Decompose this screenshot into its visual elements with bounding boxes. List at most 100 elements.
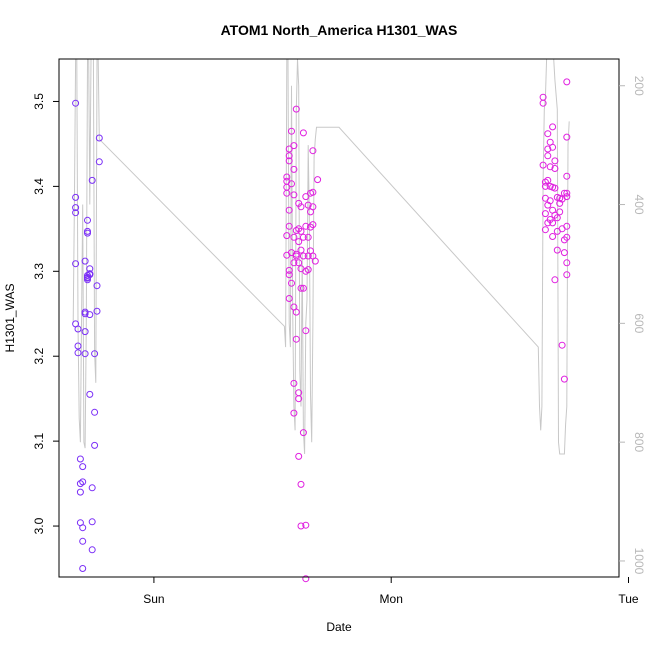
x-tick-label: Tue xyxy=(618,592,639,606)
data-point xyxy=(546,197,554,205)
data-point xyxy=(295,452,303,460)
data-point xyxy=(86,311,94,319)
data-point xyxy=(76,488,84,496)
y2-tick-label: 200 xyxy=(632,76,646,96)
data-point xyxy=(285,222,293,230)
data-point xyxy=(285,145,293,153)
data-point xyxy=(553,246,561,254)
data-point xyxy=(563,193,571,201)
y-axis-label: H1301_WAS xyxy=(3,284,17,353)
y-axis: 3.0 3.1 3.2 3.3 3.4 3.5 xyxy=(32,93,59,534)
chart-title: ATOM1 North_America H1301_WAS xyxy=(221,22,458,38)
points-series xyxy=(72,78,571,583)
data-point xyxy=(302,193,310,201)
x-tick-label: Mon xyxy=(380,592,403,606)
y-tick-label: 3.5 xyxy=(32,93,46,110)
data-point xyxy=(541,210,549,218)
data-point xyxy=(72,99,80,107)
data-point xyxy=(297,246,305,254)
y2-tick-label: 600 xyxy=(632,313,646,333)
data-point xyxy=(304,233,312,241)
data-point xyxy=(290,191,298,199)
data-point xyxy=(91,408,99,416)
data-point xyxy=(563,78,571,86)
data-point xyxy=(295,259,303,267)
data-point xyxy=(93,307,101,315)
data-point xyxy=(297,284,305,292)
data-point xyxy=(314,176,322,184)
data-point xyxy=(299,233,307,241)
pressure-line-0 xyxy=(72,58,570,455)
data-point xyxy=(290,233,298,241)
data-point xyxy=(285,152,293,160)
y-tick-label: 3.0 xyxy=(32,517,46,534)
data-point xyxy=(546,163,554,171)
data-point xyxy=(95,158,103,166)
data-point xyxy=(81,257,89,265)
data-point xyxy=(551,184,559,192)
data-point xyxy=(81,310,89,318)
data-point xyxy=(539,99,547,107)
data-point xyxy=(283,232,291,240)
data-point xyxy=(544,152,552,160)
data-point xyxy=(285,266,293,274)
data-point xyxy=(72,209,80,217)
y2-tick-label: 1000 xyxy=(632,548,646,575)
data-point xyxy=(299,129,307,137)
data-point xyxy=(285,295,293,302)
data-point xyxy=(563,233,571,241)
data-point xyxy=(311,257,319,265)
data-point xyxy=(290,379,298,387)
data-point xyxy=(295,395,303,403)
data-point xyxy=(309,203,317,211)
data-point xyxy=(290,165,298,173)
data-point xyxy=(549,233,557,240)
data-point xyxy=(76,455,84,463)
data-point xyxy=(84,229,91,237)
data-point xyxy=(302,222,310,230)
data-point xyxy=(91,441,99,449)
data-point xyxy=(288,279,295,287)
data-point xyxy=(79,478,87,486)
data-point xyxy=(283,189,291,197)
pressure-line-series xyxy=(72,58,570,455)
data-point xyxy=(549,123,557,131)
data-point xyxy=(292,250,300,258)
data-point xyxy=(81,328,89,336)
data-point xyxy=(72,193,80,201)
data-point xyxy=(560,249,568,257)
data-point xyxy=(292,308,300,316)
data-point xyxy=(297,522,305,530)
data-point xyxy=(288,249,295,257)
data-point xyxy=(558,341,566,349)
data-point xyxy=(74,349,82,357)
data-point xyxy=(563,271,571,279)
data-point xyxy=(88,176,96,184)
data-point xyxy=(74,325,82,333)
plot-frame xyxy=(58,58,620,578)
data-point xyxy=(544,145,552,153)
data-point xyxy=(88,484,96,492)
data-point xyxy=(297,227,305,235)
data-point xyxy=(551,157,559,165)
x-tick-label: Sun xyxy=(143,592,164,606)
data-point xyxy=(309,147,317,155)
data-point xyxy=(290,409,298,417)
data-point xyxy=(72,260,80,268)
data-point xyxy=(93,282,101,290)
data-point xyxy=(563,133,571,141)
data-point xyxy=(544,130,552,138)
data-point xyxy=(563,189,571,197)
data-point xyxy=(563,172,571,180)
data-point xyxy=(91,350,99,358)
data-point xyxy=(288,127,295,135)
data-point xyxy=(556,208,564,216)
data-point xyxy=(283,173,291,181)
y2-tick-label: 400 xyxy=(632,195,646,215)
data-point xyxy=(285,157,293,165)
data-point xyxy=(541,182,549,190)
data-point xyxy=(79,524,87,532)
data-point xyxy=(563,222,571,230)
y-tick-label: 3.1 xyxy=(32,432,46,449)
